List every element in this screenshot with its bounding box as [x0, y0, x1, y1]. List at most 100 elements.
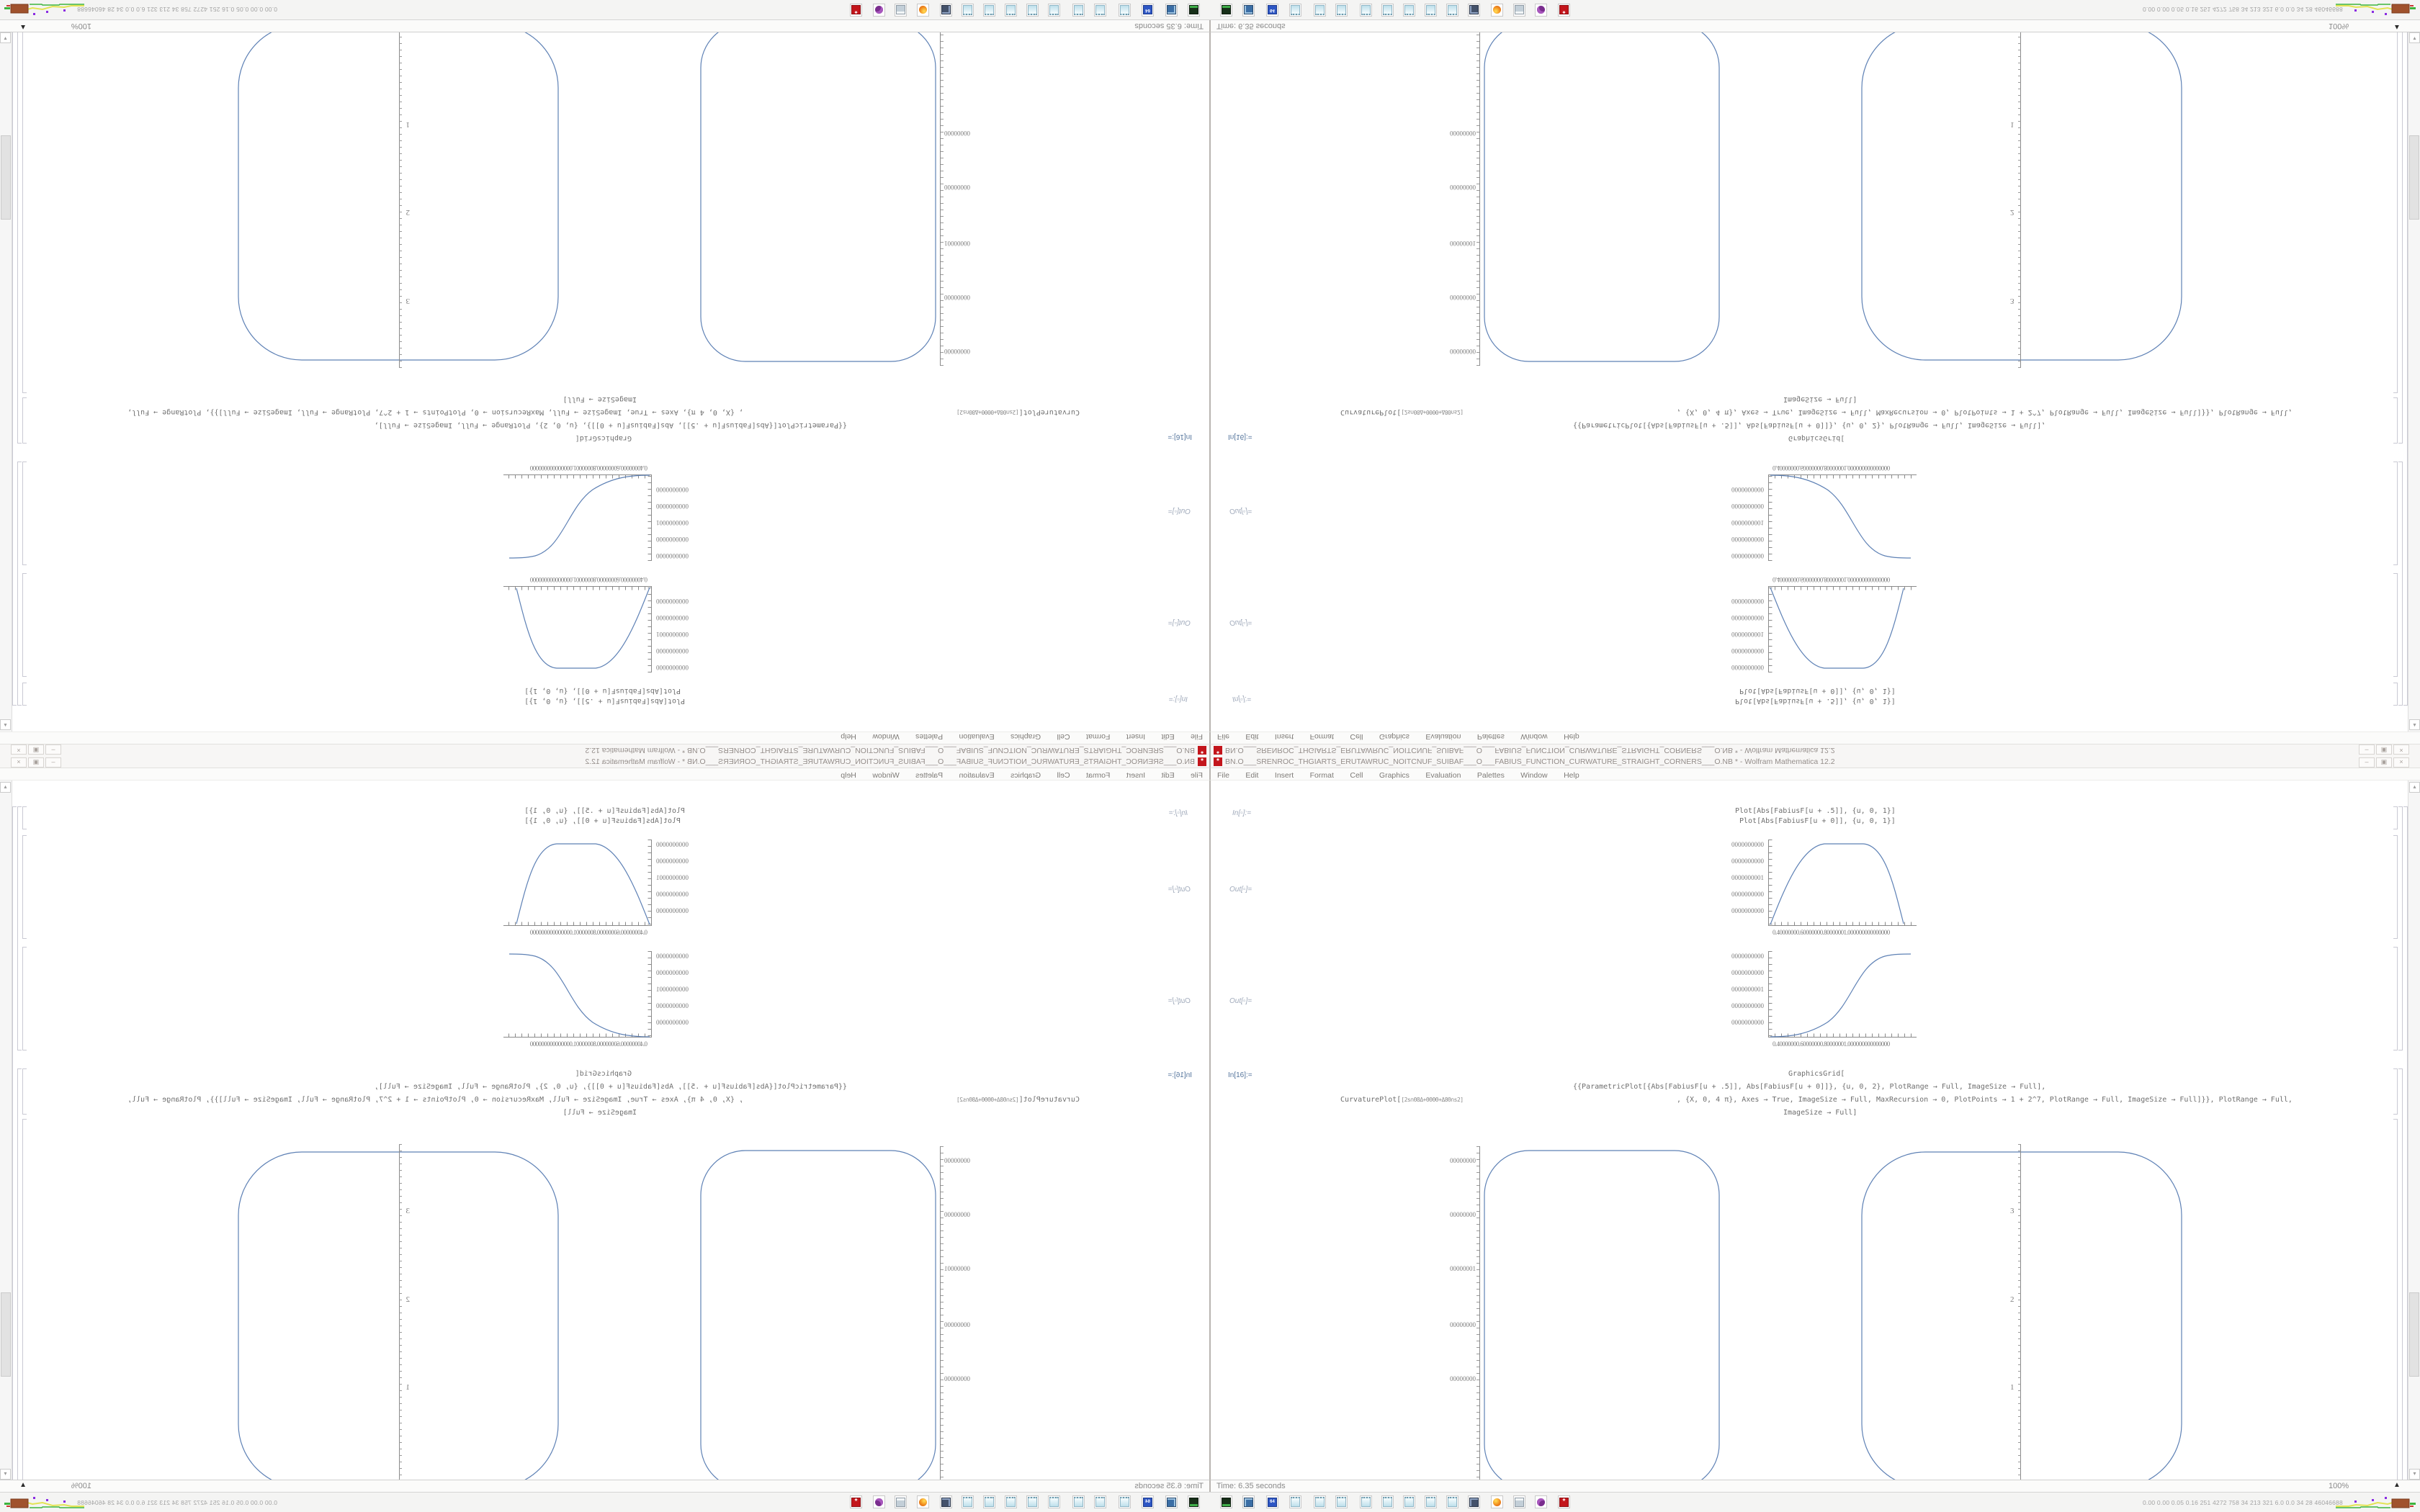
code-line[interactable]: ImageSize → Full] — [563, 1109, 637, 1117]
taskbar-printer[interactable] — [1513, 1495, 1525, 1508]
scroll-down-button[interactable]: ▾ — [0, 1469, 11, 1480]
magnification-popup-icon[interactable]: ▲ — [2393, 23, 2401, 31]
cell-bracket[interactable] — [2393, 947, 2398, 1050]
taskbar-notepad[interactable] — [1026, 1495, 1039, 1508]
scrollbar-thumb[interactable] — [2409, 135, 2419, 220]
code-line[interactable]: GraphicsGrid[ — [575, 434, 632, 442]
scroll-up-button[interactable]: ▴ — [2409, 782, 2420, 793]
window-titlebar[interactable]: * BN.O___SRENROC_THGIARTS_ERUTAWRUC_NOIT… — [1210, 744, 2420, 756]
taskbar-notepad[interactable] — [1360, 1495, 1372, 1508]
menu-graphics[interactable]: Graphics — [1379, 732, 1410, 741]
menu-format[interactable]: Format — [1309, 771, 1334, 780]
scroll-up-button[interactable]: ▴ — [0, 719, 11, 730]
taskbar-file-manager[interactable] — [1165, 1495, 1178, 1508]
window-titlebar[interactable]: * BN.O___SRENROC_THGIARTS_ERUTAWRUC_NOIT… — [1210, 756, 2420, 768]
menu-file[interactable]: File — [1191, 771, 1203, 780]
code-line[interactable]: ImageSize → Full] — [1783, 395, 1857, 403]
taskbar-notepad[interactable] — [1425, 1495, 1437, 1508]
magnification-value[interactable]: 100% — [2329, 22, 2349, 30]
taskbar-floppy64[interactable]: 64 — [1266, 4, 1278, 17]
menu-cell[interactable]: Cell — [1057, 771, 1070, 780]
minimize-button[interactable]: – — [45, 744, 61, 755]
taskbar-firefox[interactable] — [1491, 1495, 1503, 1508]
input-cell-line[interactable]: Plot[Abs[FabiusF[u + .5]], {u, 0, 1}] — [1735, 697, 1896, 705]
taskbar-notepad[interactable] — [1360, 4, 1372, 17]
code-line[interactable]: GraphicsGrid[ — [575, 1070, 632, 1078]
restore-button[interactable]: ▣ — [2376, 744, 2392, 755]
taskbar-floppy64[interactable]: 64 — [1266, 1495, 1278, 1508]
scroll-down-button[interactable]: ▾ — [2409, 1469, 2420, 1480]
code-line[interactable]: CurvaturePlot[[2s∩Θ8Δ+ΘΘΘΘ+Δ8Θ∩s2] — [956, 408, 1080, 416]
scroll-up-button[interactable]: ▴ — [0, 782, 11, 793]
taskbar-firefox[interactable] — [917, 4, 929, 17]
cell-group-bracket[interactable] — [2398, 32, 2403, 444]
menu-evaluation[interactable]: Evaluation — [959, 771, 995, 780]
taskbar-notepad[interactable] — [1335, 4, 1348, 17]
cell-group-bracket[interactable] — [12, 806, 17, 1480]
taskbar-package-manager[interactable] — [1188, 1495, 1200, 1508]
minimize-button[interactable]: – — [2359, 744, 2375, 755]
code-line[interactable]: , {X, 0, 4 π}, Axes → True, ImageSize → … — [127, 408, 743, 416]
menu-edit[interactable]: Edit — [1161, 732, 1175, 741]
menu-help[interactable]: Help — [1564, 732, 1579, 741]
taskbar-notepad[interactable] — [1335, 1495, 1348, 1508]
taskbar-notepad[interactable] — [1072, 1495, 1085, 1508]
taskbar-firefox[interactable] — [917, 1495, 929, 1508]
cell-group-bracket[interactable] — [17, 32, 22, 444]
menu-insert[interactable]: Insert — [1274, 771, 1294, 780]
cell-bracket[interactable] — [2393, 806, 2398, 829]
code-line[interactable]: CurvaturePlot[[2s∩Θ8Δ+ΘΘΘΘ+Δ8Θ∩s2] — [1340, 1096, 1464, 1104]
taskbar-screenshot-tool[interactable] — [1468, 4, 1480, 17]
close-button[interactable]: × — [11, 757, 27, 768]
cell-bracket[interactable] — [22, 397, 27, 444]
taskbar-notepad[interactable] — [1048, 1495, 1060, 1508]
taskbar-notepad[interactable] — [1094, 4, 1106, 17]
magnification-value[interactable]: 100% — [71, 22, 91, 30]
code-line[interactable]: , {X, 0, 4 π}, Axes → True, ImageSize → … — [127, 1096, 743, 1104]
magnification-popup-icon[interactable]: ▲ — [2393, 1481, 2401, 1489]
cell-bracket[interactable] — [2393, 32, 2398, 393]
taskbar-notepad[interactable] — [1048, 4, 1060, 17]
taskbar-screenshot-tool[interactable] — [940, 4, 952, 17]
taskbar-firefox[interactable] — [1491, 4, 1503, 17]
cell-group-bracket[interactable] — [2403, 806, 2408, 1480]
menu-evaluation[interactable]: Evaluation — [959, 732, 995, 741]
menu-window[interactable]: Window — [1520, 732, 1548, 741]
taskbar-media-player[interactable] — [873, 1495, 885, 1508]
code-line[interactable]: CurvaturePlot[[2s∩Θ8Δ+ΘΘΘΘ+Δ8Θ∩s2] — [956, 1096, 1080, 1104]
taskbar-notepad[interactable] — [1026, 4, 1039, 17]
cell-bracket[interactable] — [2393, 835, 2398, 939]
cell-bracket[interactable] — [22, 835, 27, 939]
code-line[interactable]: CurvaturePlot[[2s∩Θ8Δ+ΘΘΘΘ+Δ8Θ∩s2] — [1340, 408, 1464, 416]
cell-bracket[interactable] — [22, 806, 27, 829]
cell-bracket[interactable] — [22, 462, 27, 565]
cell-group-bracket[interactable] — [17, 1068, 22, 1480]
taskbar-notepad[interactable] — [1314, 1495, 1326, 1508]
menu-insert[interactable]: Insert — [1274, 732, 1294, 741]
taskbar-notepad[interactable] — [1446, 1495, 1458, 1508]
input-cell-line[interactable]: Plot[Abs[FabiusF[u + .5]], {u, 0, 1}] — [524, 807, 685, 815]
code-line[interactable]: {{ParametricPlot[{Abs[FabiusF[u + .5]], … — [374, 1083, 847, 1091]
menu-cell[interactable]: Cell — [1350, 771, 1363, 780]
menu-graphics[interactable]: Graphics — [1010, 732, 1041, 741]
taskbar-package-manager[interactable] — [1220, 1495, 1232, 1508]
taskbar-media-player[interactable] — [1535, 1495, 1547, 1508]
close-button[interactable]: × — [2393, 744, 2409, 755]
cell-bracket[interactable] — [2393, 1119, 2398, 1480]
menu-format[interactable]: Format — [1086, 771, 1111, 780]
magnification-value[interactable]: 100% — [71, 1482, 91, 1490]
restore-button[interactable]: ▣ — [28, 757, 44, 768]
cell-bracket[interactable] — [22, 1068, 27, 1115]
menu-insert[interactable]: Insert — [1126, 732, 1146, 741]
code-line[interactable]: GraphicsGrid[ — [1788, 1070, 1845, 1078]
notebook-area[interactable]: In[▫]:= Plot[Abs[FabiusF[u + .5]], {u, 0… — [12, 32, 1210, 732]
taskbar-notepad[interactable] — [1446, 4, 1458, 17]
minimize-button[interactable]: – — [2359, 757, 2375, 768]
code-line[interactable]: {{ParametricPlot[{Abs[FabiusF[u + .5]], … — [1573, 421, 2046, 429]
taskbar-notepad[interactable] — [1005, 4, 1017, 17]
menu-window[interactable]: Window — [872, 771, 900, 780]
taskbar-screenshot-tool[interactable] — [940, 1495, 952, 1508]
taskbar-notepad[interactable] — [1072, 4, 1085, 17]
magnification-popup-icon[interactable]: ▲ — [19, 23, 27, 31]
menu-graphics[interactable]: Graphics — [1379, 771, 1410, 780]
